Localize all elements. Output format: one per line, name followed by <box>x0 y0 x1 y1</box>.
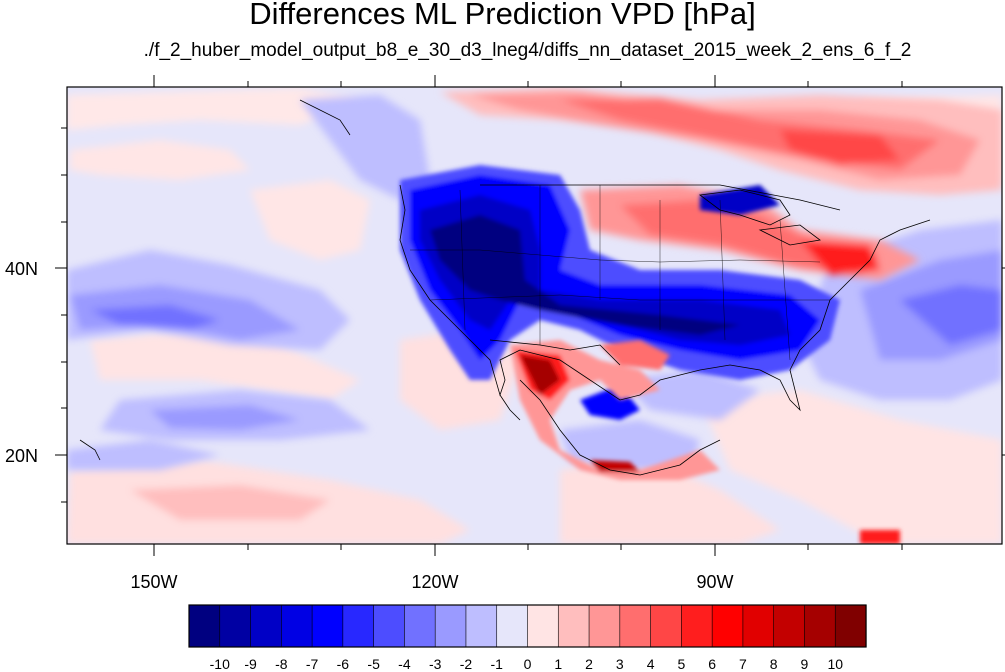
lat-label-40n: 40N <box>5 259 38 279</box>
colorbar-swatch <box>281 604 313 648</box>
colorbar-swatch <box>342 604 375 648</box>
colorbar-label: -2 <box>460 656 473 672</box>
colorbar-label: 3 <box>616 656 624 672</box>
colorbar-label: 1 <box>554 656 562 672</box>
colorbar-label: -8 <box>275 656 288 672</box>
colorbar-frame <box>188 604 867 648</box>
colorbar-swatch <box>711 604 744 648</box>
colorbar-swatch <box>404 604 436 648</box>
lat-label-20n: 20N <box>5 446 38 466</box>
colorbar-swatch <box>311 604 344 648</box>
lon-label-150w: 150W <box>130 572 177 592</box>
colorbar-label: -6 <box>337 656 350 672</box>
colorbar-swatch <box>527 604 559 648</box>
colorbar-label: 10 <box>827 656 843 672</box>
colorbar-label: 7 <box>739 656 747 672</box>
colorbar-label: -7 <box>306 656 319 672</box>
colorbar-swatch <box>650 604 682 648</box>
colorbar-swatch <box>434 604 467 648</box>
colorbar-label: 2 <box>585 656 593 672</box>
lon-label-120w: 120W <box>411 572 458 592</box>
plot-subtitle: ./f_2_huber_model_output_b8_e_30_d3_lneg… <box>143 40 912 61</box>
colorbar-label: -1 <box>491 656 504 672</box>
colorbar-swatch <box>742 604 775 648</box>
colorbar-label: -9 <box>244 656 257 672</box>
colorbar-swatch <box>496 604 529 648</box>
colorbar-label: -3 <box>429 656 442 672</box>
colorbar-swatch <box>465 604 498 648</box>
colorbar-label: 4 <box>647 656 655 672</box>
colorbar-label: 8 <box>770 656 778 672</box>
colorbar-label: -5 <box>367 656 380 672</box>
plot-title: Differences ML Prediction VPD [hPa] <box>249 0 756 31</box>
colorbar-swatch <box>250 604 282 648</box>
colorbar-swatch <box>219 604 252 648</box>
colorbar-label: 6 <box>708 656 716 672</box>
colorbar: -10 -9 -8 -7 -6 -5 -4 -3 -2 -1 0 1 2 3 4 5 6 7 8 9 10 <box>188 604 867 672</box>
colorbar-label: 0 <box>524 656 532 672</box>
colorbar-swatch <box>773 604 806 648</box>
colorbar-swatch <box>619 604 652 648</box>
coastlines <box>79 99 931 476</box>
colorbar-label: -10 <box>210 656 230 672</box>
colorbar-label: 9 <box>801 656 809 672</box>
colorbar-swatch <box>373 604 406 648</box>
colorbar-swatch <box>804 604 836 648</box>
colorbar-swatch <box>557 604 590 648</box>
colorbar-label: 5 <box>677 656 685 672</box>
colorbar-swatch <box>681 604 713 648</box>
colorbar-swatch <box>188 604 221 648</box>
vpd-difference-field <box>67 87 1002 544</box>
axis-ticks <box>55 75 1005 556</box>
colorbar-swatch <box>834 604 867 648</box>
colorbar-label: -4 <box>398 656 411 672</box>
lon-label-90w: 90W <box>696 572 733 592</box>
state-borders <box>410 185 830 361</box>
colorbar-swatch <box>588 604 621 648</box>
